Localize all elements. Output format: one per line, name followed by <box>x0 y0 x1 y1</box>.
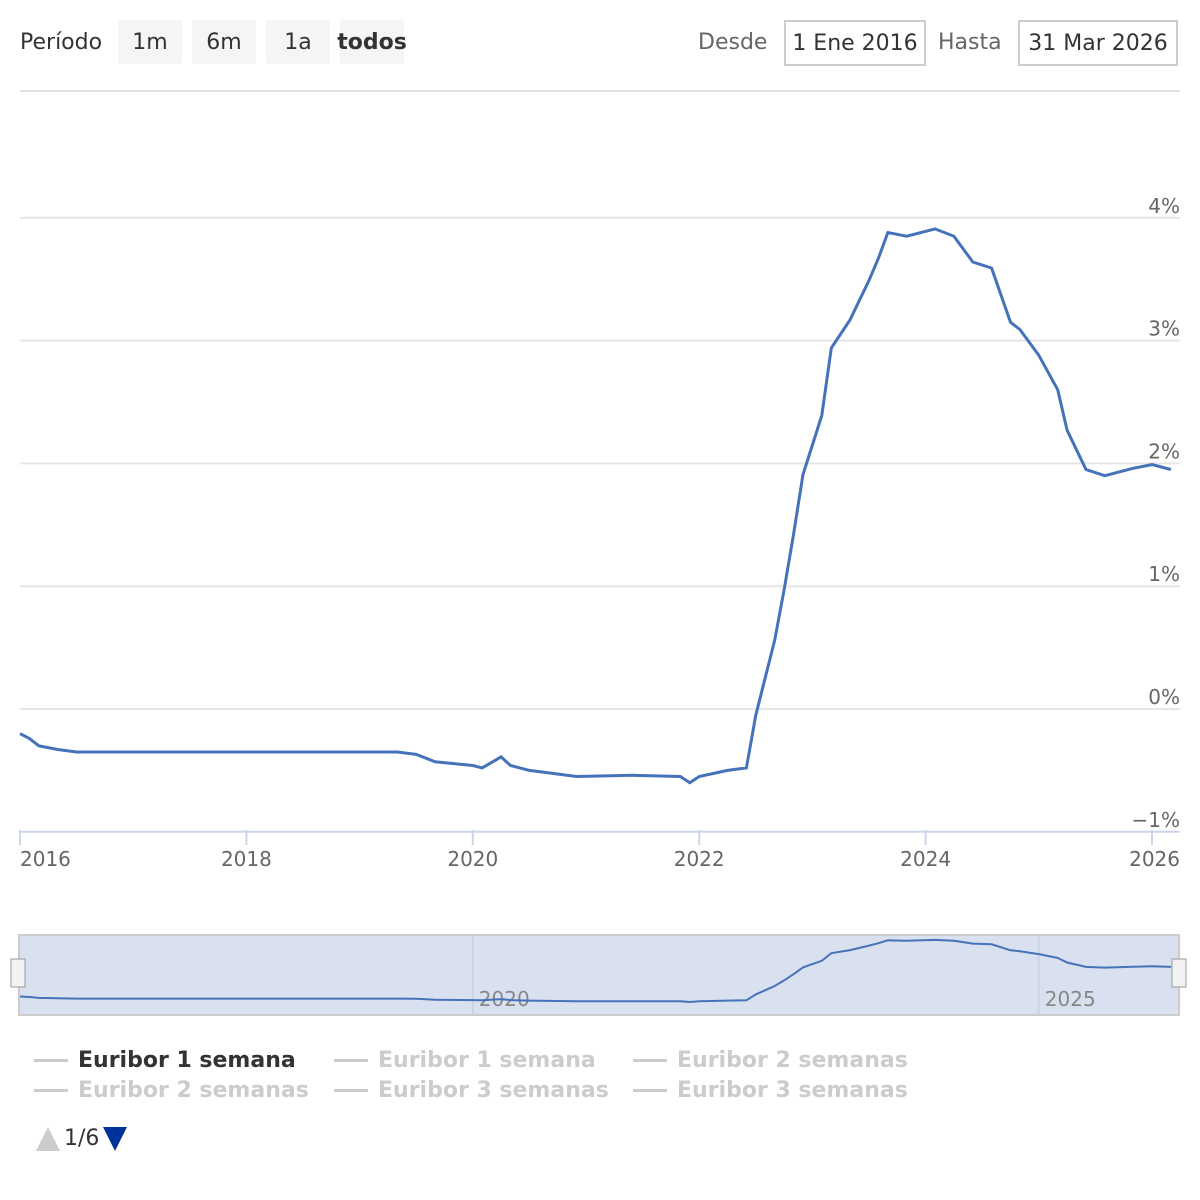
series-line-euribor-1-semana <box>19 227 1172 785</box>
period-label: Período <box>20 30 103 55</box>
navigator-handle-right[interactable] <box>1171 958 1187 988</box>
chart: −1% 0% 1% 2% 3% 4% 2016 2018 2020 2022 2024 2026 2… <box>10 90 1187 1016</box>
legend-item[interactable]: Euribor 2 semanas <box>34 1078 309 1103</box>
legend-symbol-icon <box>34 1089 68 1092</box>
y-tick-label: −1% <box>1132 808 1181 832</box>
navigator-series-line <box>19 938 1171 1004</box>
legend-page-down-icon[interactable] <box>103 1126 128 1151</box>
x-tick-label: 2018 <box>221 847 272 871</box>
x-tick-label: 2024 <box>900 847 951 871</box>
legend-symbol-icon <box>334 1089 368 1092</box>
y-tick-label: 2% <box>1148 439 1180 463</box>
legend-symbol-icon <box>34 1059 68 1062</box>
x-tick-label: 2022 <box>674 847 725 871</box>
range-button-6m[interactable]: 6m <box>192 20 256 64</box>
navigator-handle-left[interactable] <box>10 958 26 988</box>
legend-symbol-icon <box>334 1059 368 1062</box>
range-button-1a[interactable]: 1a <box>266 20 330 64</box>
to-date-input[interactable]: 31 Mar 2026 <box>1018 20 1178 66</box>
navigator-mask[interactable] <box>18 934 1180 1016</box>
range-button-1m[interactable]: 1m <box>118 20 182 64</box>
range-button-todos[interactable]: todos <box>337 20 407 64</box>
navigator-tick-label: 2025 <box>1045 987 1096 1011</box>
y-tick-label: 4% <box>1148 194 1180 218</box>
x-tick-label: 2026 <box>1129 847 1180 871</box>
x-tick-label: 2016 <box>20 847 71 871</box>
legend-symbol-icon <box>633 1059 667 1062</box>
y-tick-label: 1% <box>1148 562 1180 586</box>
to-label: Hasta <box>938 30 1002 55</box>
legend-page-indicator: 1/6 <box>64 1126 100 1151</box>
legend-page-up-icon[interactable] <box>36 1126 60 1151</box>
legend-item[interactable]: Euribor 3 semanas <box>633 1078 908 1103</box>
from-label: Desde <box>698 30 768 55</box>
legend-item[interactable]: Euribor 1 semana <box>334 1048 596 1073</box>
legend-item[interactable]: Euribor 2 semanas <box>633 1048 908 1073</box>
x-tick-label: 2020 <box>447 847 498 871</box>
legend-item[interactable]: Euribor 3 semanas <box>334 1078 609 1103</box>
navigator[interactable]: 2020 2025 <box>10 934 1187 1016</box>
legend-item[interactable]: Euribor 1 semana <box>34 1048 296 1073</box>
y-tick-label: 3% <box>1148 317 1180 341</box>
y-tick-label: 0% <box>1148 685 1180 709</box>
legend-symbol-icon <box>633 1089 667 1092</box>
from-date-input[interactable]: 1 Ene 2016 <box>784 20 926 66</box>
